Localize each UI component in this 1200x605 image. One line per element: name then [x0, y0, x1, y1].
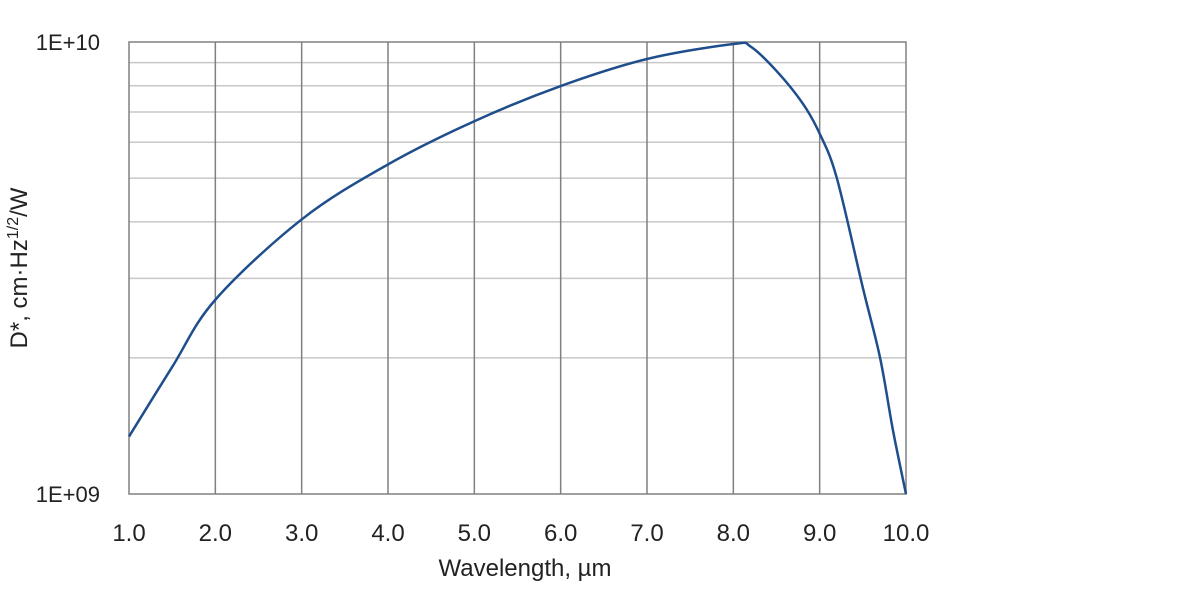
x-tick-label: 9.0 [803, 520, 836, 547]
x-tick-label: 4.0 [371, 520, 404, 547]
x-tick-label: 1.0 [112, 520, 145, 547]
x-axis-label: Wavelength, µm [438, 555, 611, 582]
x-tick-label: 3.0 [285, 520, 318, 547]
x-tick-label: 10.0 [883, 520, 930, 547]
x-tick-label: 7.0 [630, 520, 663, 547]
x-tick-label: 5.0 [458, 520, 491, 547]
grid [129, 42, 906, 494]
x-tick-label: 8.0 [717, 520, 750, 547]
y-tick-labels: 1E+09 1E+10 [36, 30, 100, 507]
y-tick-label: 1E+09 [36, 482, 100, 507]
y-tick-label: 1E+10 [36, 30, 100, 55]
series-line [127, 41, 908, 495]
x-tick-label: 6.0 [544, 520, 577, 547]
plot-frame [128, 41, 907, 495]
x-tick-labels: 1.0 2.0 3.0 4.0 5.0 6.0 7.0 8.0 9.0 10.0 [112, 520, 929, 547]
x-tick-label: 2.0 [199, 520, 232, 547]
y-axis-label: D*, cm·Hz1/2/W [5, 187, 33, 348]
